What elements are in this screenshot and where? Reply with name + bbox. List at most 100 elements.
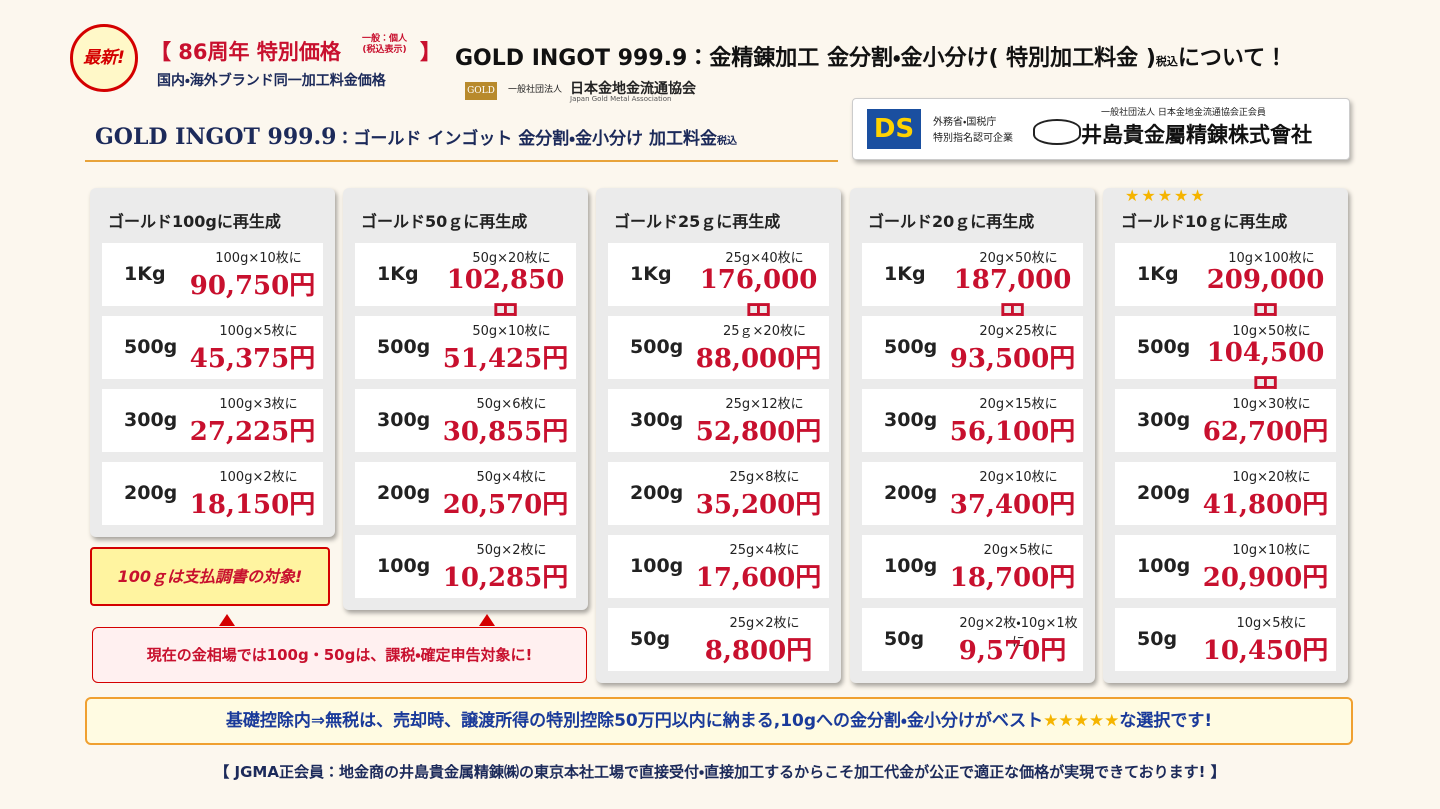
promo-note: 一般：個人 (税込表示) xyxy=(362,34,407,56)
association-english: Japan Gold Metal Association xyxy=(570,95,672,103)
breakdown: 25g×12枚に xyxy=(725,397,804,412)
breakdown: 20g×5枚に xyxy=(983,543,1054,558)
price: 10,285円 xyxy=(442,563,569,593)
price-row: 300g 20g×15枚に 56,100円 xyxy=(862,389,1083,452)
weight: 1Kg xyxy=(377,263,419,285)
price: 35,200円 xyxy=(695,490,822,520)
weight: 1Kg xyxy=(124,263,166,285)
breakdown: 25g×4枚に xyxy=(729,543,800,558)
banner-text-1: 基礎控除内⇒無税は、売却時、譲渡所得の特別控除50万円以内に納まる,10gへの金… xyxy=(225,711,1044,731)
card-title: ゴールド50ｇに再生成 xyxy=(361,212,528,231)
price-row: 200g 100g×2枚に 18,150円 xyxy=(102,462,323,525)
price: 51,425円 xyxy=(442,344,569,374)
price-row: 500g 50g×10枚に 51,425円 xyxy=(355,316,576,379)
weight: 200g xyxy=(630,482,684,504)
promo-title: 【 86周年 特別価格 xyxy=(150,40,341,64)
breakdown: 25g×40枚に xyxy=(725,251,804,266)
banner-stars: ★★★★★ xyxy=(1043,711,1120,731)
company-cert-1: 外務省・国税庁 xyxy=(933,117,997,128)
price: 18,700円 xyxy=(949,563,1076,593)
association-name: 日本金地金流通協会 xyxy=(570,81,696,97)
price-row: 300g 25g×12枚に 52,800円 xyxy=(608,389,829,452)
price: 41,800円 xyxy=(1202,490,1329,520)
price-card: ★★★★★ゴールド10ｇに再生成1Kg10g×100枚に209,000円500g… xyxy=(1103,186,1348,683)
weight: 100g xyxy=(377,555,431,577)
section-underline xyxy=(85,160,838,162)
price: 8,800円 xyxy=(704,636,813,666)
price-row: 100g 50g×2枚に 10,285円 xyxy=(355,535,576,598)
price-row: 50g 20g×2枚・10g×1枚に 9,570円 xyxy=(862,608,1083,671)
price-row: 100g 20g×5枚に 18,700円 xyxy=(862,535,1083,598)
price: 62,700円 xyxy=(1202,417,1329,447)
price-row: 500g 100g×5枚に 45,375円 xyxy=(102,316,323,379)
weight: 50g xyxy=(630,628,671,650)
breakdown: 100g×2枚に xyxy=(219,470,298,485)
breakdown: 50g×4枚に xyxy=(476,470,547,485)
weight: 300g xyxy=(630,409,684,431)
price: 10,450円 xyxy=(1202,636,1329,666)
price: 90,750円 xyxy=(189,271,316,301)
breakdown: 50g×6枚に xyxy=(476,397,547,412)
breakdown: 10g×100枚に xyxy=(1228,251,1315,266)
badge: 最新! xyxy=(70,24,138,92)
promo-close: 】 xyxy=(420,40,441,64)
price: 9,570円 xyxy=(958,636,1067,666)
arrow xyxy=(479,614,495,626)
weight: 100g xyxy=(630,555,684,577)
breakdown: 50g×2枚に xyxy=(476,543,547,558)
weight: 100g xyxy=(884,555,938,577)
price-row: 200g 25g×8枚に 35,200円 xyxy=(608,462,829,525)
company-mark xyxy=(1033,119,1081,145)
weight: 200g xyxy=(1137,482,1191,504)
weight: 1Kg xyxy=(1137,263,1179,285)
company-cert-2: 特別指名認可企業 xyxy=(933,133,1013,144)
price: 17,600円 xyxy=(695,563,822,593)
promo-subtitle: 国内・海外ブランド同一加工料金価格 xyxy=(157,73,386,89)
main-title-text: GOLD INGOT 999.9：金精錬加工 金分割・金小分け( 特別加工料金 … xyxy=(455,46,1156,71)
section-text: ：ゴールド インゴット 金分割・金小分け 加工料金 xyxy=(336,129,717,149)
weight: 300g xyxy=(1137,409,1191,431)
price-row: 200g 10g×20枚に 41,800円 xyxy=(1115,462,1336,525)
breakdown: 100g×5枚に xyxy=(219,324,298,339)
breakdown: 25g×8枚に xyxy=(729,470,800,485)
breakdown: 10g×20枚に xyxy=(1232,470,1311,485)
card-title: ゴールド100gに再生成 xyxy=(108,212,281,231)
breakdown: 100g×10枚に xyxy=(215,251,302,266)
breakdown: 50g×10枚に xyxy=(472,324,551,339)
company-box: DS 外務省・国税庁 特別指名認可企業 一般社団法人 日本金地金流通協会正会員 … xyxy=(852,98,1350,160)
promo-note-2: (税込表示) xyxy=(362,45,407,55)
card-title: ゴールド10ｇに再生成 xyxy=(1121,212,1288,231)
price-row: 300g 10g×30枚に 62,700円 xyxy=(1115,389,1336,452)
weight: 500g xyxy=(377,336,431,358)
weight: 50g xyxy=(1137,628,1178,650)
breakdown: 20g×10枚に xyxy=(979,470,1058,485)
price-row: 500g 25ｇ×20枚に 88,000円 xyxy=(608,316,829,379)
breakdown: 25g×2枚に xyxy=(729,616,800,631)
weight: 500g xyxy=(1137,336,1191,358)
price-card: ゴールド50ｇに再生成1Kg50g×20枚に102,850円500g50g×10… xyxy=(343,188,588,610)
weight: 500g xyxy=(124,336,178,358)
weight: 300g xyxy=(377,409,431,431)
arrow xyxy=(219,614,235,626)
price-row: 50g 10g×5枚に 10,450円 xyxy=(1115,608,1336,671)
breakdown: 10g×50枚に xyxy=(1232,324,1311,339)
banner-text-2: な選択です! xyxy=(1119,711,1213,731)
breakdown: 10g×10枚に xyxy=(1232,543,1311,558)
breakdown: 50g×20枚に xyxy=(472,251,551,266)
association-logo: GOLD xyxy=(465,82,497,100)
price-row: 100g 25g×4枚に 17,600円 xyxy=(608,535,829,598)
price-card: ゴールド20ｇに再生成1Kg20g×50枚に187,000円500g20g×25… xyxy=(850,188,1095,683)
price: 93,500円 xyxy=(949,344,1076,374)
price: 37,400円 xyxy=(949,490,1076,520)
price-row: 500g 20g×25枚に 93,500円 xyxy=(862,316,1083,379)
price-row: 300g 100g×3枚に 27,225円 xyxy=(102,389,323,452)
weight: 200g xyxy=(377,482,431,504)
price-row: 200g 20g×10枚に 37,400円 xyxy=(862,462,1083,525)
main-title-tail: について！ xyxy=(1177,46,1288,71)
section-brand: GOLD INGOT 999.9 xyxy=(95,124,337,150)
price: 30,855円 xyxy=(442,417,569,447)
